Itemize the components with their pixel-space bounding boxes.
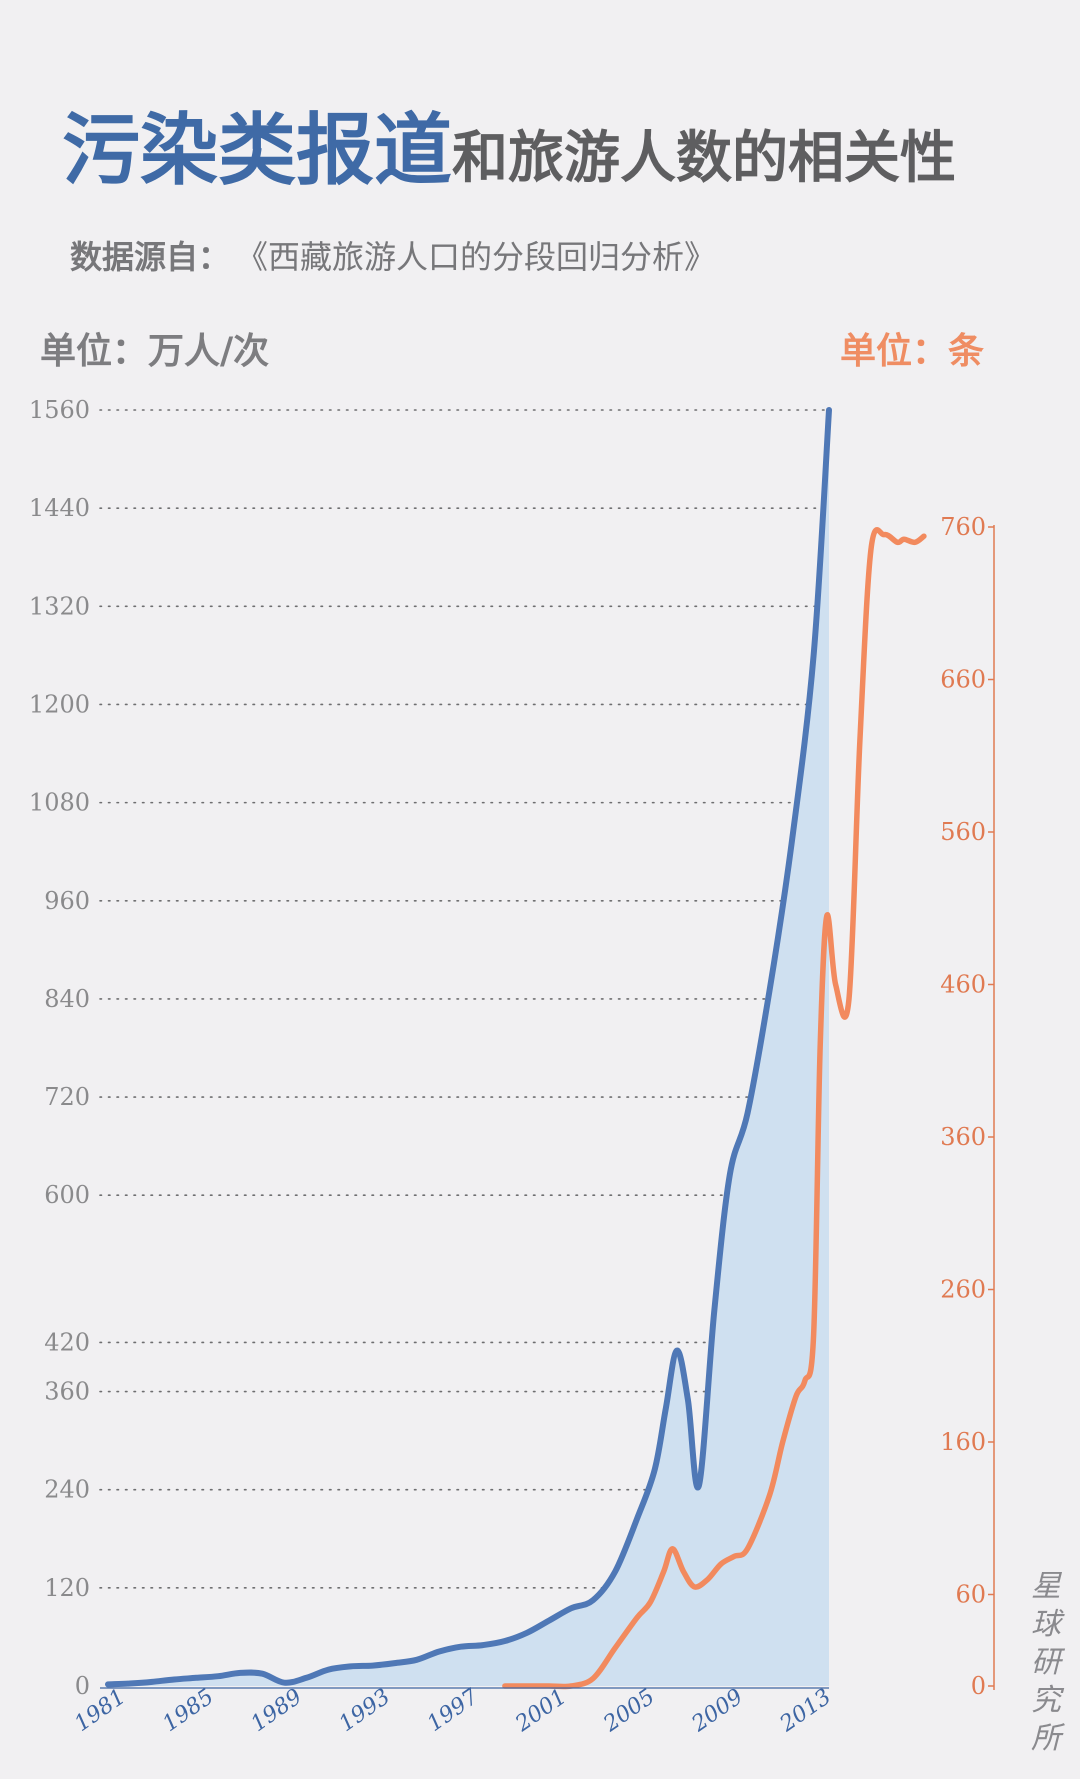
left-tick-label: 1560 xyxy=(29,396,90,424)
left-tick-label: 420 xyxy=(44,1328,90,1356)
right-axis-unit-label: 单位：条 xyxy=(839,330,984,372)
x-tick-label: 1993 xyxy=(335,1684,395,1737)
left-tick-label: 1080 xyxy=(29,789,90,817)
right-tick-label: 660 xyxy=(940,666,986,694)
left-tick-label: 720 xyxy=(44,1083,90,1111)
series-lines xyxy=(105,407,927,1690)
left-tick-label: 960 xyxy=(44,887,90,915)
right-tick-label: 560 xyxy=(940,818,986,846)
watermark-char: 研 xyxy=(1031,1645,1061,1680)
x-tick-label: 2005 xyxy=(599,1684,660,1737)
left-tick-label: 1440 xyxy=(29,494,90,522)
x-tick-label: 2009 xyxy=(687,1684,748,1737)
x-tick-label: 1989 xyxy=(247,1684,307,1737)
tourists-area xyxy=(108,410,829,1686)
x-tick-label: 2013 xyxy=(775,1684,836,1737)
reports-line xyxy=(502,527,927,1690)
left-tick-label: 120 xyxy=(44,1574,90,1602)
right-tick-label: 160 xyxy=(940,1428,986,1456)
watermark-char: 球 xyxy=(1031,1607,1061,1642)
x-tick-label: 1997 xyxy=(423,1684,483,1737)
right-tick-label: 60 xyxy=(955,1581,986,1609)
chart-title-highlight: 污染类报道 xyxy=(62,105,453,196)
chart-title-rest: 和旅游人数的相关性 xyxy=(452,125,957,191)
right-tick-label: 360 xyxy=(940,1123,986,1151)
source-label: 数据源自： xyxy=(70,238,231,276)
watermark-char: 星 xyxy=(1031,1569,1061,1604)
right-tick-label: 0 xyxy=(971,1672,986,1700)
left-tick-label: 360 xyxy=(44,1378,90,1406)
watermark-char: 究 xyxy=(1031,1683,1061,1718)
left-tick-label: 0 xyxy=(75,1672,90,1700)
left-tick-labels: 0 120 240 360 420 600 720 840 960 1080 1200 1320 144… xyxy=(29,396,90,1700)
x-tick-labels: 1981 1985 1989 1993 1997 2001 2005 2009 2013 xyxy=(70,1684,836,1737)
x-tick-label: 2001 xyxy=(510,1684,571,1737)
chart-title: 污染类报道和旅游人数的相关性 xyxy=(62,112,956,190)
right-tick-labels: 0 60 160 260 360 460 560 660 760 xyxy=(940,513,986,1700)
left-tick-label: 600 xyxy=(44,1181,90,1209)
source-line: 数据源自： 《西藏旅游人口的分段回归分析》 xyxy=(70,232,716,278)
x-tick-label: 1985 xyxy=(158,1684,218,1737)
tourists-line xyxy=(105,407,832,1688)
right-tick-label: 760 xyxy=(940,513,986,541)
right-tick-label: 260 xyxy=(940,1276,986,1304)
axes xyxy=(100,525,995,1690)
right-tick-label: 460 xyxy=(940,971,986,999)
tourists-area-layer xyxy=(108,410,829,1686)
left-tick-label: 1200 xyxy=(29,690,90,718)
watermark-char: 所 xyxy=(1031,1721,1061,1756)
left-axis-unit-label: 单位：万人/次 xyxy=(40,330,270,372)
left-tick-label: 840 xyxy=(44,985,90,1013)
watermark: 星球研究所 xyxy=(1026,1568,1066,1758)
left-tick-label: 1320 xyxy=(29,592,90,620)
left-tick-label: 240 xyxy=(44,1476,90,1504)
source-text: 《西藏旅游人口的分段回归分析》 xyxy=(252,238,717,276)
